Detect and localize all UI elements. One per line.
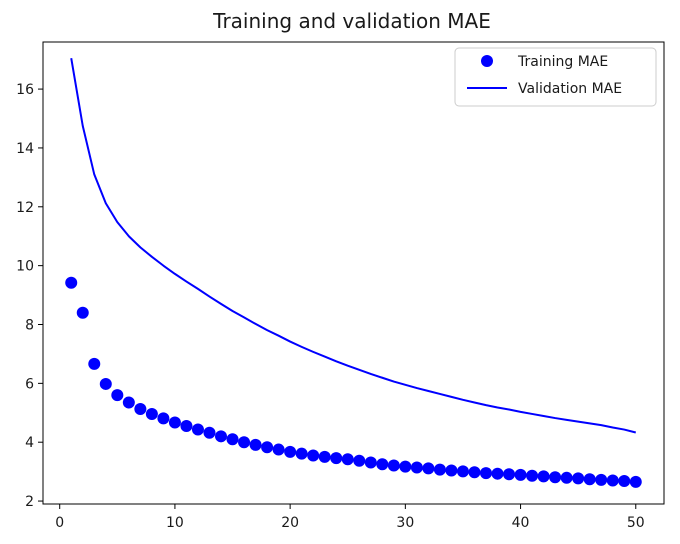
training-mae-point <box>422 462 435 475</box>
training-mae-point <box>399 460 412 473</box>
y-tick-label: 8 <box>25 317 34 333</box>
training-mae-point <box>606 474 619 487</box>
training-mae-point <box>157 412 170 425</box>
training-mae-point <box>295 447 308 460</box>
x-axis: 0 10 20 30 40 50 <box>55 504 645 531</box>
training-mae-point <box>307 449 320 462</box>
y-axis: 2 4 6 8 10 12 14 16 <box>16 82 43 510</box>
legend-label-validation: Validation MAE <box>518 81 622 97</box>
training-mae-point <box>364 456 377 469</box>
training-mae-point <box>376 458 389 471</box>
training-mae-point <box>226 433 239 446</box>
x-tick-label: 0 <box>55 515 64 531</box>
training-mae-point <box>272 443 285 456</box>
training-mae-point <box>353 454 366 467</box>
training-mae-point <box>560 471 573 484</box>
y-tick-label: 6 <box>25 376 34 392</box>
training-mae-point <box>203 426 216 439</box>
x-tick-label: 30 <box>396 515 414 531</box>
training-mae-point <box>238 436 251 449</box>
training-mae-point <box>249 438 262 451</box>
validation-mae-line <box>70 58 637 434</box>
training-mae-point <box>284 445 297 458</box>
training-mae-point <box>122 396 135 409</box>
training-mae-point <box>468 466 481 479</box>
training-mae-point <box>261 441 274 454</box>
training-mae-point <box>595 473 608 486</box>
y-tick-label: 2 <box>25 494 34 510</box>
training-mae-point <box>330 452 343 465</box>
training-mae-point <box>215 430 228 443</box>
training-mae-point <box>629 475 642 488</box>
legend-box <box>454 47 657 107</box>
training-mae-point <box>318 450 331 463</box>
training-mae-point <box>65 276 78 289</box>
training-mae-point <box>76 306 89 319</box>
training-mae-point <box>191 423 204 436</box>
training-mae-point <box>503 468 516 481</box>
training-mae-point <box>168 416 181 429</box>
training-mae-point <box>387 459 400 472</box>
training-mae-point <box>572 472 585 485</box>
training-mae-point <box>88 357 101 370</box>
training-mae-point <box>549 471 562 484</box>
x-tick-label: 50 <box>627 515 645 531</box>
x-tick-label: 10 <box>166 515 184 531</box>
training-mae-point <box>111 389 124 402</box>
y-tick-label: 4 <box>25 435 34 451</box>
legend-marker-training <box>481 55 493 67</box>
chart-title: Training and validation MAE <box>212 9 491 33</box>
training-mae-point <box>514 468 527 481</box>
training-mae-point <box>341 453 354 466</box>
y-tick-label: 10 <box>16 259 34 275</box>
training-mae-point <box>410 461 423 474</box>
training-mae-point <box>445 464 458 477</box>
training-mae-point <box>537 470 550 483</box>
training-mae-point <box>433 463 446 476</box>
plot-frame <box>42 41 665 505</box>
x-tick-label: 40 <box>512 515 530 531</box>
training-mae-point <box>145 407 158 420</box>
y-tick-label: 14 <box>16 141 34 157</box>
training-mae-point <box>583 473 596 486</box>
training-mae-point <box>479 467 492 480</box>
legend: Training MAE Validation MAE <box>454 47 657 107</box>
training-mae-point <box>456 465 469 478</box>
y-tick-label: 12 <box>16 200 34 216</box>
x-tick-label: 20 <box>281 515 299 531</box>
training-mae-point <box>618 475 631 488</box>
y-tick-label: 16 <box>16 82 34 98</box>
training-mae-point <box>491 467 504 480</box>
plot-area <box>65 58 642 488</box>
training-mae-point <box>134 402 147 415</box>
training-mae-point <box>180 420 193 433</box>
legend-label-training: Training MAE <box>517 54 608 70</box>
training-mae-point <box>526 469 539 482</box>
training-mae-point <box>99 377 112 390</box>
